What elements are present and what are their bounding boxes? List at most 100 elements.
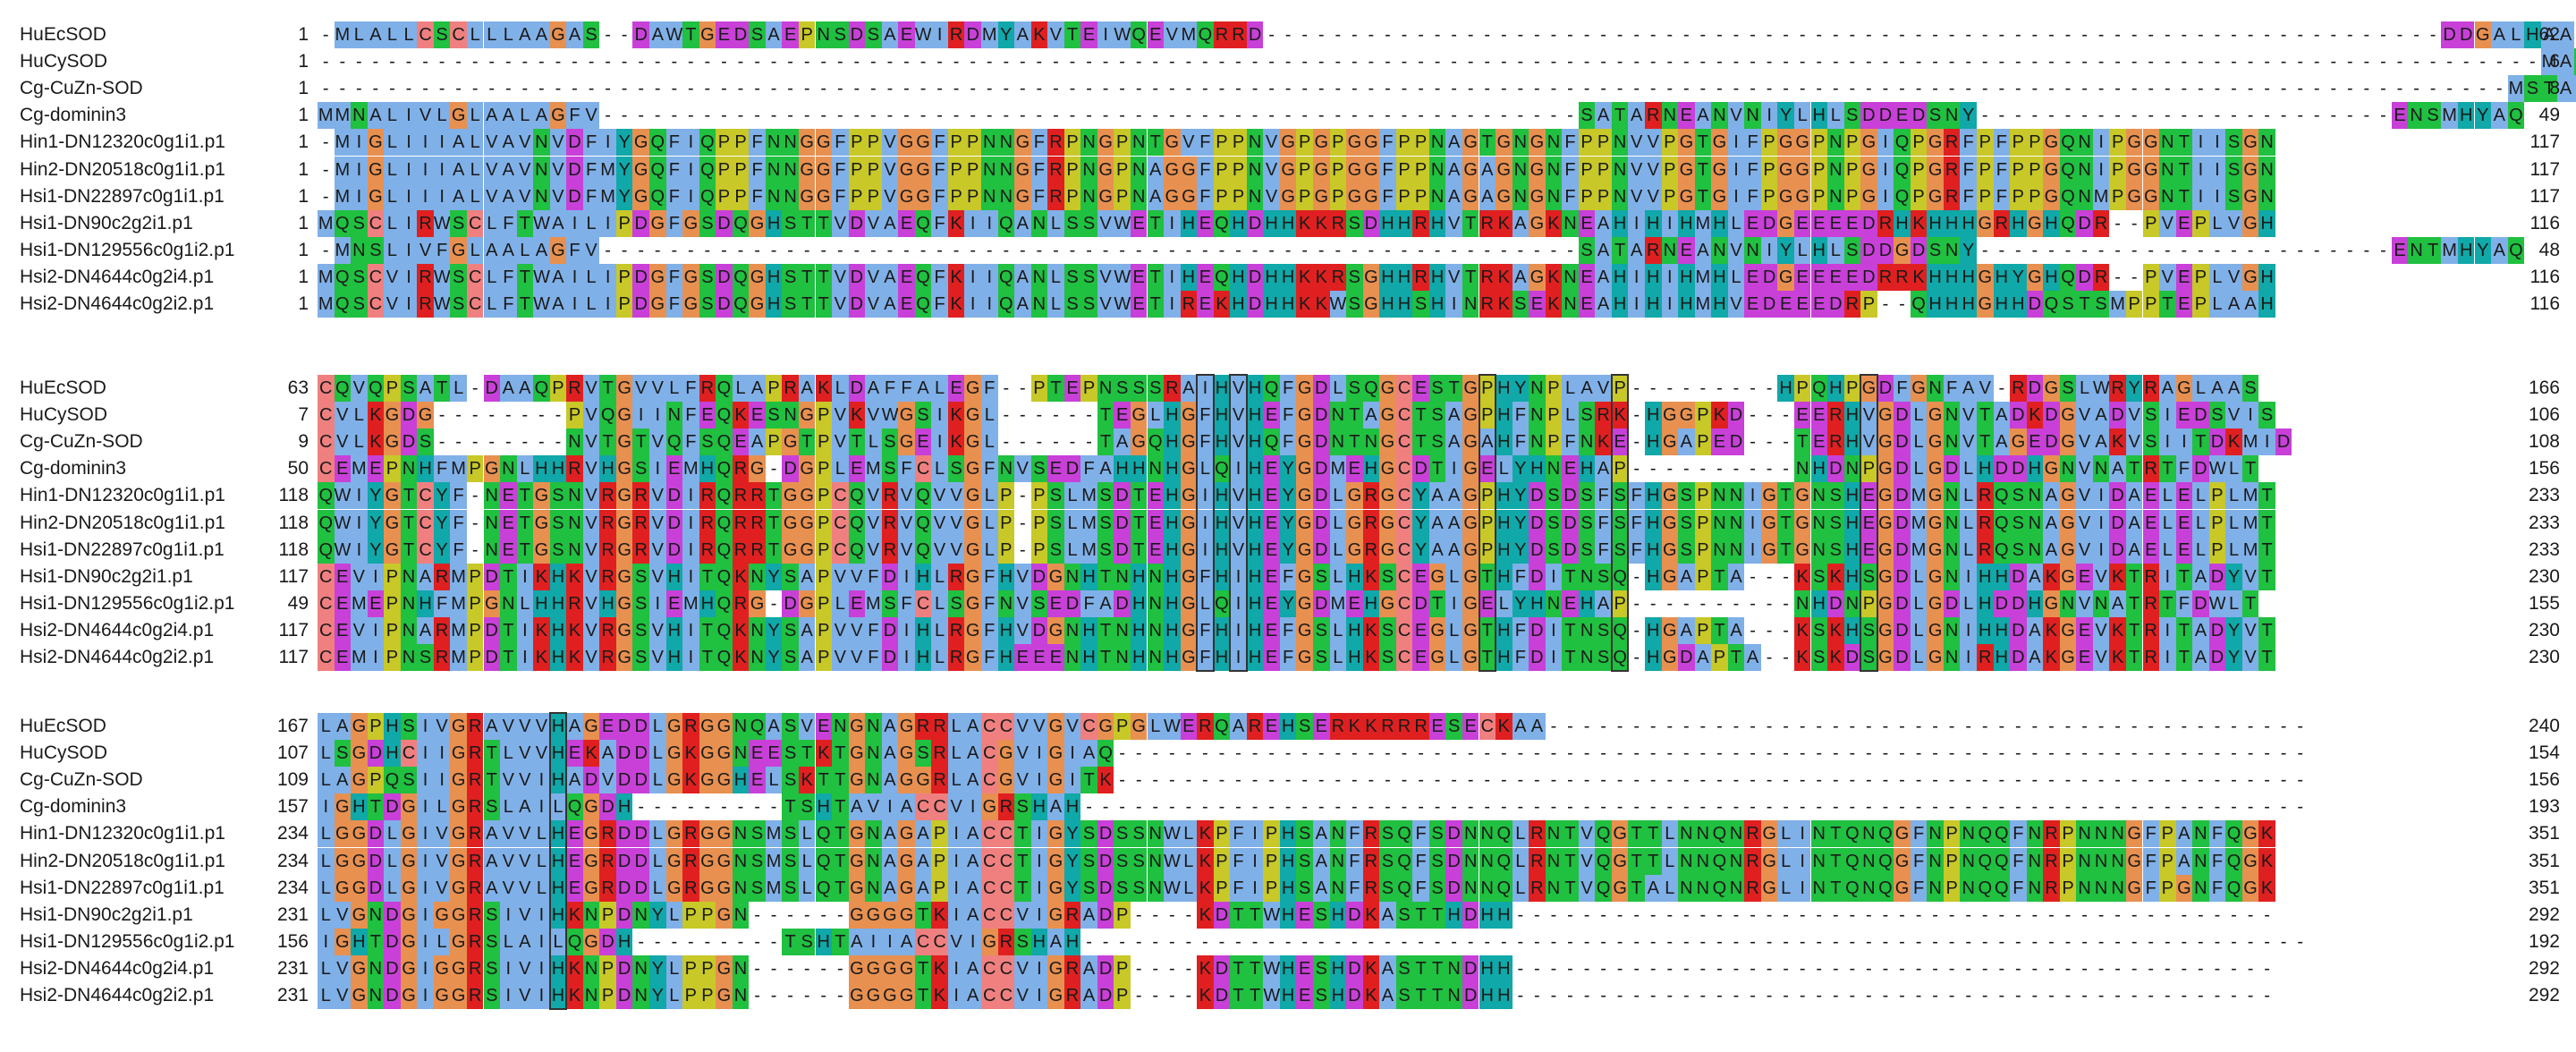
residue: - (1567, 25, 1573, 45)
residue: - (2048, 25, 2055, 45)
residue: K (815, 740, 832, 768)
residue: - (1849, 25, 1856, 45)
residue: G (782, 536, 799, 564)
residue: - (1168, 904, 1175, 925)
residue: S (1428, 874, 1446, 902)
residue: G (1346, 156, 1363, 183)
residue: K (1346, 713, 1363, 740)
residue: D (632, 874, 649, 902)
residue: L (582, 291, 600, 318)
residue: - (803, 240, 810, 260)
residue: L (2225, 509, 2242, 537)
residue: D (2026, 291, 2044, 318)
residue: Y (1412, 536, 1429, 564)
residue: G (582, 874, 600, 902)
residue: - (1649, 717, 1657, 736)
residue: H (1279, 291, 1297, 318)
residue: M (865, 590, 882, 617)
residue: A (2557, 75, 2574, 103)
residue: S (699, 209, 716, 237)
residue: G (1894, 847, 1911, 875)
residue: - (2131, 267, 2138, 287)
residue: D (1827, 291, 1844, 318)
residue: L (2225, 536, 2242, 564)
residue: L (1512, 874, 1530, 902)
residue: G (682, 263, 699, 291)
residue: V (1230, 402, 1247, 429)
residue: - (836, 79, 843, 99)
residue: L (2159, 482, 2176, 510)
residue: S (417, 644, 434, 671)
residue: I (947, 982, 965, 1009)
residue: D (2192, 402, 2209, 429)
residue: H (1645, 263, 1662, 291)
residue: H (549, 954, 567, 982)
residue: A (964, 874, 981, 902)
residue: A (2026, 563, 2044, 590)
residue: D (1843, 644, 1861, 671)
residue: P (615, 291, 633, 318)
residue: - (638, 797, 645, 818)
residue: - (1981, 25, 1988, 45)
residue: L (384, 847, 401, 875)
residue: T (1479, 644, 1496, 671)
residue: N (2159, 156, 2176, 183)
start-position: 1 (298, 158, 309, 180)
residue: - (1268, 770, 1275, 791)
end-position: 62 (2538, 24, 2560, 45)
sequence-row: Hsi2-DN4644c0g2i2.p1 117 C E M I P N S R M P D T I K H K V… (0, 644, 2576, 671)
residue: H (1246, 509, 1264, 537)
residue: N (1545, 874, 1563, 902)
residue: D (1313, 402, 1330, 429)
residue: I (1760, 236, 1778, 264)
residue: G (798, 129, 816, 157)
residue: V (832, 616, 849, 644)
residue: E (1080, 21, 1097, 48)
residue: G (1678, 129, 1695, 157)
residue: G (815, 182, 832, 210)
residue: D (632, 767, 649, 794)
residue: D (1529, 482, 1546, 510)
residue: G (1611, 820, 1629, 848)
residue: - (1750, 986, 1756, 1005)
residue: E (1777, 291, 1794, 318)
residue: G (1047, 563, 1064, 590)
residue: T (516, 536, 534, 564)
sequence-row: Hsi1-DN129556c0g1i2.p1 1- M N S L I V F G L A A L A G F V… (0, 236, 2576, 264)
residue: D (1097, 954, 1114, 982)
residue: - (1135, 986, 1142, 1005)
residue: K (682, 740, 699, 768)
residue: - (1003, 52, 1010, 72)
residue: - (1268, 79, 1275, 99)
residue: L (1910, 428, 1928, 456)
residue: E (1529, 291, 1546, 318)
residue: - (638, 52, 645, 72)
residue: V (1645, 156, 1662, 183)
residue: - (1932, 770, 1938, 791)
residue: V (334, 982, 352, 1009)
residue: E (2026, 428, 2044, 456)
residue: - (1467, 240, 1474, 260)
residue: - (2198, 52, 2204, 72)
residue: E (2175, 482, 2193, 510)
residue: - (2131, 958, 2138, 979)
residue: - (654, 79, 661, 99)
residue: H (1645, 402, 1662, 429)
residue: E (1678, 236, 1695, 264)
residue: P (2192, 209, 2209, 237)
residue: L (649, 847, 666, 875)
residue: S (1860, 563, 1877, 590)
residue: R (1412, 263, 1429, 291)
residue: D (1346, 982, 1363, 1009)
residue: A (2026, 616, 2044, 644)
residue: V (516, 713, 534, 740)
residue: T (1462, 209, 1479, 237)
residue: I (898, 563, 915, 590)
residue: Y (1063, 820, 1081, 848)
residue: D (1529, 509, 1546, 537)
residue: - (2081, 79, 2088, 99)
residue: V (1628, 156, 1645, 183)
residue: G (665, 847, 683, 875)
residue: - (2231, 770, 2237, 791)
residue: P (1711, 644, 1728, 671)
